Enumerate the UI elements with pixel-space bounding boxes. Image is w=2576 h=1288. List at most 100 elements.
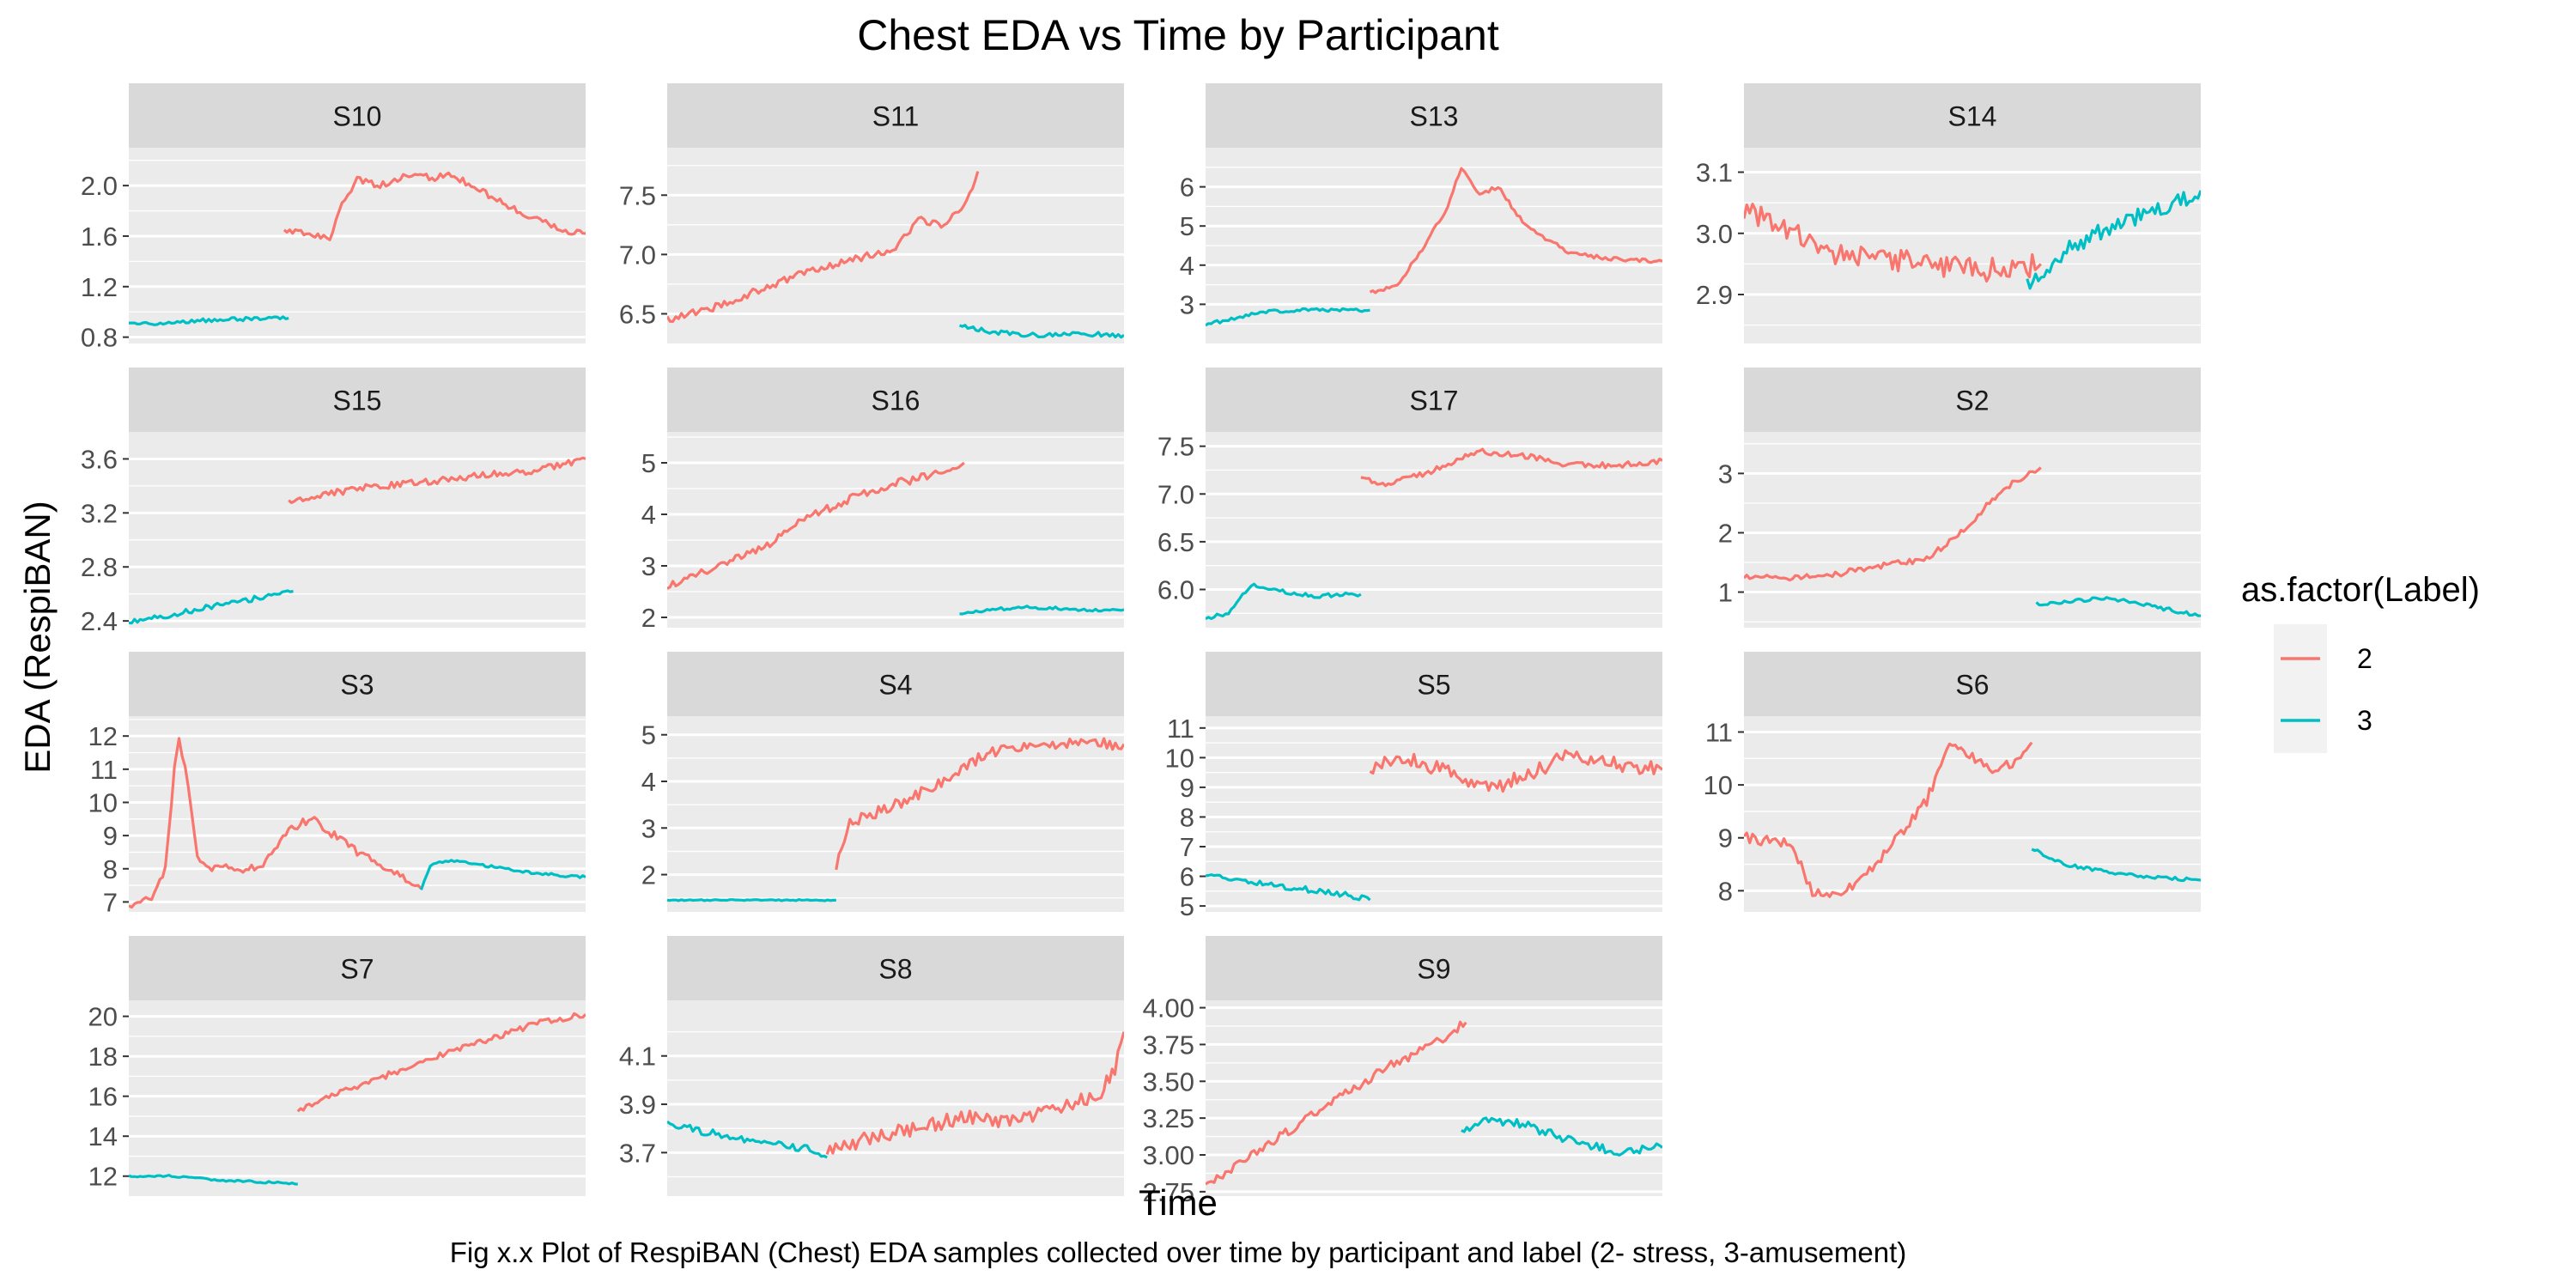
y-tick-label: 2 [1718,518,1733,548]
y-tick-label: 7 [1180,832,1194,862]
facet-panels: S100.81.21.62.0S116.57.07.5S133456S142.9… [81,83,2201,1207]
y-tick-label: 12 [88,1162,118,1192]
y-tick-label: 16 [88,1082,118,1112]
series-line-label-3 [129,1174,298,1186]
y-tick-label: 8 [103,854,118,884]
panel-background [1206,716,1662,912]
panel-background [667,432,1124,628]
series-line-label-2 [1744,741,2033,898]
series-line-label-2 [835,737,1124,871]
series-line-label-3 [667,1120,828,1159]
series-line-label-2 [1369,749,1662,793]
facet-strip [667,936,1124,1000]
facet-panel-s16: S16 2 3 4 5 [641,368,1124,633]
y-tick-label: 3.7 [619,1138,656,1168]
facet-panel-s2: S2 1 2 3 [1718,368,2201,628]
facet-strip [129,652,586,716]
facet-strip [667,368,1124,432]
legend-key-background [2274,624,2327,753]
facet-strip [1206,83,1662,148]
panel-background [1206,432,1662,628]
facet-strip [1744,83,2201,148]
facet-panel-s13: S13 3 4 5 6 [1180,83,1662,343]
series-line-label-3 [1206,873,1371,902]
y-tick-label: 6.5 [619,299,656,329]
panel-background [1206,1000,1662,1196]
y-tick-label: 11 [90,755,118,785]
y-tick-label: 10 [88,787,118,817]
figure-caption: Fig x.x Plot of RespiBAN (Chest) EDA sam… [450,1236,1907,1268]
y-tick-label: 0.8 [81,323,118,353]
facet-strip [1206,652,1662,716]
facet-strip [1206,368,1662,432]
y-tick-label: 6 [1180,862,1194,892]
series-line-label-3 [1461,1116,1662,1157]
panel-background [129,432,586,628]
y-tick-label: 3.25 [1143,1103,1194,1133]
series-line-label-2 [1206,1020,1467,1186]
y-tick-label: 3 [1180,289,1194,319]
y-tick-label: 2 [641,860,656,890]
y-tick-label: 11 [1705,717,1733,747]
y-tick-label: 3.6 [81,444,118,474]
y-tick-label: 1 [1718,578,1733,608]
facet-strip-label: S8 [878,954,912,985]
facet-strip-label: S3 [340,670,374,701]
facet-strip [1744,368,2201,432]
y-tick-label: 5 [641,720,656,750]
panel-background [1744,148,2201,343]
y-tick-label: 7.0 [619,240,656,270]
y-tick-label: 3.50 [1143,1066,1194,1097]
y-tick-label: 3.2 [81,498,118,528]
facet-strip-label: S14 [1948,101,1997,132]
series-line-label-2 [1744,466,2042,582]
facet-panel-s15: S15 2.4 2.8 3.2 3.6 [81,368,586,636]
y-tick-label: 4 [641,767,656,797]
facet-panel-s9: S9 2.75 3.00 3.25 3.50 3.75 4.00 [1143,936,1662,1207]
y-tick-label: 2.75 [1143,1177,1194,1207]
series-line-label-3 [129,315,289,326]
panel-background [1744,716,2201,912]
y-tick-label: 3 [641,551,656,581]
y-tick-label: 10 [1165,743,1194,773]
facet-panel-s6: S6 8 9 10 11 [1704,652,2201,912]
facet-strip-label: S9 [1417,954,1450,985]
y-tick-label: 7 [103,887,118,917]
facet-strip-label: S10 [333,101,382,132]
series-line-label-2 [283,171,586,241]
y-tick-label: 4.00 [1143,993,1194,1024]
facet-panel-s10: S10 0.8 1.2 1.6 2.0 [81,83,586,353]
chart-title: Chest EDA vs Time by Participant [857,11,1499,59]
series-line-label-3 [958,324,1124,339]
y-tick-label: 3 [641,813,656,843]
y-tick-label: 11 [1167,714,1194,744]
facet-panel-s4: S4 2 3 4 5 [641,652,1124,912]
y-tick-label: 8 [1180,802,1194,832]
y-tick-label: 6.5 [1157,527,1194,557]
legend-title: as.factor(Label) [2241,571,2480,609]
y-tick-label: 2.4 [81,606,118,636]
facet-strip [667,83,1124,148]
facet-strip-label: S16 [872,386,920,416]
y-tick-label: 18 [88,1042,118,1072]
series-line-label-3 [2031,848,2201,883]
legend-label: 3 [2357,705,2372,736]
y-tick-label: 3.0 [1696,219,1733,249]
series-line-label-3 [2026,190,2201,290]
panel-background [1744,432,2201,628]
y-tick-label: 6 [1180,173,1194,203]
facet-strip-label: S4 [878,670,912,701]
y-tick-label: 5 [1180,211,1194,241]
series-line-label-3 [129,589,294,625]
y-tick-label: 1.6 [81,222,118,252]
facet-strip-label: S17 [1410,386,1459,416]
y-tick-label: 3.9 [619,1090,656,1120]
facet-panel-s11: S11 6.5 7.0 7.5 [619,83,1124,343]
facet-strip [129,368,586,432]
y-tick-label: 1.2 [81,272,118,302]
y-tick-label: 5 [1180,891,1194,921]
facet-strip-label: S2 [1955,386,1989,416]
